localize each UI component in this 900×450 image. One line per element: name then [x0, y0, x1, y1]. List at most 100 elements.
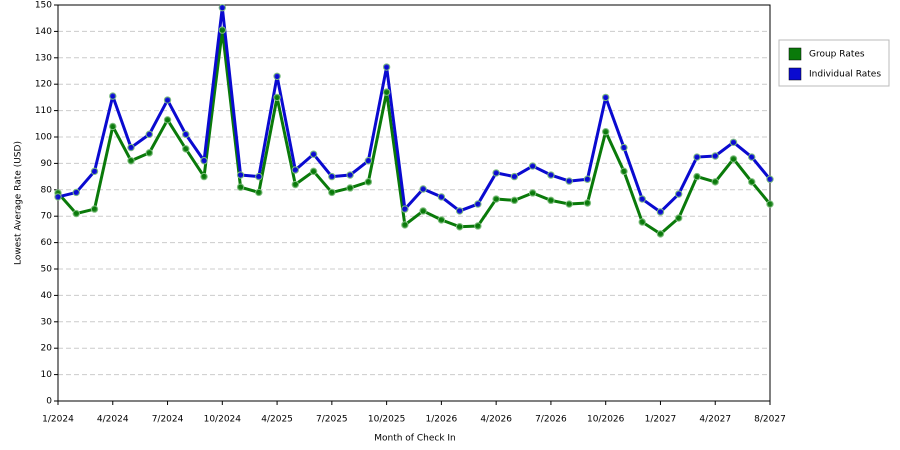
y-tick-label: 70 — [41, 212, 53, 222]
x-tick-label: 1/2027 — [645, 415, 677, 425]
x-tick-label: 1/2026 — [426, 415, 458, 425]
data-point — [455, 223, 464, 231]
y-axis-title: Lowest Average Rate (USD) — [14, 141, 24, 265]
x-tick-label: 10/2025 — [368, 415, 405, 425]
data-point — [510, 172, 519, 181]
data-point — [364, 178, 373, 186]
y-tick-label: 110 — [35, 106, 52, 116]
data-point — [693, 153, 701, 161]
data-point — [675, 214, 683, 222]
data-point — [200, 172, 208, 181]
data-point — [109, 92, 117, 100]
data-point — [638, 195, 646, 203]
data-point — [382, 63, 391, 71]
y-tick-label: 100 — [35, 133, 52, 143]
data-point — [693, 172, 701, 181]
data-point — [273, 72, 281, 80]
data-point — [419, 207, 427, 215]
y-tick-label: 90 — [41, 159, 53, 169]
y-tick-label: 0 — [46, 397, 52, 407]
data-point — [565, 200, 573, 208]
data-point — [656, 208, 665, 216]
data-point — [528, 189, 537, 197]
data-point — [401, 221, 409, 229]
data-point — [638, 218, 646, 226]
data-point — [127, 143, 135, 152]
data-point — [72, 209, 80, 218]
data-point — [711, 178, 719, 186]
data-point — [583, 175, 592, 183]
data-point — [729, 155, 738, 163]
data-point — [748, 178, 756, 186]
data-point — [364, 157, 373, 165]
y-tick-label: 40 — [41, 291, 53, 301]
data-point — [72, 188, 80, 197]
data-point — [510, 196, 519, 205]
data-point — [163, 96, 172, 104]
legend-label: Individual Rates — [809, 70, 881, 80]
data-point — [656, 230, 665, 238]
data-point — [437, 193, 446, 201]
data-point — [565, 177, 573, 185]
data-point — [492, 195, 500, 203]
y-tick-label: 60 — [41, 238, 53, 248]
data-point — [328, 188, 336, 197]
data-point — [291, 180, 300, 189]
x-axis-title: Month of Check In — [374, 434, 456, 444]
data-point — [291, 166, 300, 174]
data-point — [218, 26, 227, 34]
legend: Group Rates Individual Rates — [778, 39, 890, 87]
series-line — [56, 28, 772, 236]
data-point — [729, 138, 738, 146]
data-point — [90, 205, 99, 213]
data-point — [711, 152, 719, 160]
data-point — [474, 222, 482, 230]
y-tick-label: 50 — [41, 265, 53, 275]
data-point — [455, 207, 464, 215]
data-point — [528, 162, 537, 170]
x-tick-label: 4/2024 — [97, 415, 129, 425]
x-tick-label: 8/2027 — [754, 415, 786, 425]
data-point — [182, 130, 190, 139]
data-point — [255, 172, 263, 181]
data-point — [474, 200, 482, 208]
x-tick-label: 4/2026 — [480, 415, 512, 425]
x-tick-label: 4/2027 — [699, 415, 731, 425]
data-point — [109, 122, 117, 131]
data-point — [145, 149, 153, 157]
y-tick-label: 140 — [35, 27, 52, 37]
x-tick-label: 10/2024 — [204, 415, 242, 425]
y-tick-label: 130 — [35, 53, 52, 63]
plot-frame — [57, 4, 771, 402]
x-tick-label: 1/2024 — [42, 415, 74, 425]
data-point — [382, 88, 391, 96]
data-point — [492, 169, 500, 177]
legend-label: Group Rates — [809, 50, 865, 60]
data-point — [401, 205, 409, 213]
y-tick-label: 30 — [41, 317, 53, 327]
data-point — [182, 145, 190, 153]
data-point — [766, 200, 774, 208]
data-point — [200, 157, 208, 165]
y-tick-label: 20 — [41, 344, 53, 354]
data-point — [766, 175, 774, 183]
data-point — [127, 157, 135, 165]
data-point — [273, 93, 281, 102]
x-tick-label: 10/2026 — [587, 415, 625, 425]
y-tick-label: 150 — [35, 1, 52, 11]
data-point — [309, 167, 318, 176]
data-point — [145, 130, 153, 139]
data-point — [620, 143, 628, 152]
data-point — [255, 188, 263, 197]
data-point — [583, 199, 592, 207]
data-point — [547, 196, 555, 205]
data-point — [601, 93, 610, 102]
data-point — [748, 153, 756, 161]
data-point — [218, 3, 227, 12]
y-tick-label: 10 — [41, 370, 53, 380]
data-point — [601, 128, 610, 136]
y-tick-label: 120 — [35, 80, 52, 90]
legend-swatch — [788, 47, 802, 61]
